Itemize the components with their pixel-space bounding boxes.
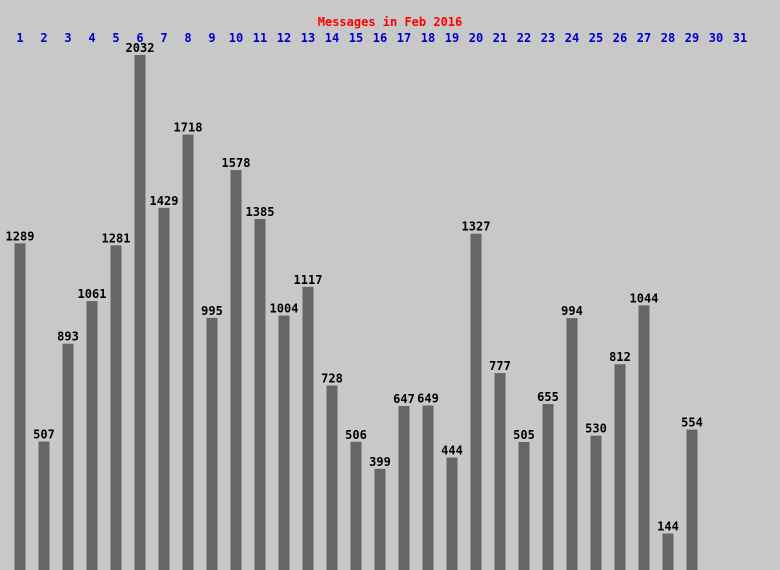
bar-day-24 xyxy=(566,318,578,570)
day-label-16: 16 xyxy=(373,31,387,45)
value-label-day-6: 2032 xyxy=(126,41,155,55)
value-label-day-24: 994 xyxy=(561,304,583,318)
bar-day-5 xyxy=(110,245,122,570)
value-label-day-2: 507 xyxy=(33,428,55,442)
bar-day-9 xyxy=(206,317,218,570)
day-label-17: 17 xyxy=(397,31,411,45)
value-label-day-25: 530 xyxy=(585,422,607,436)
day-label-31: 31 xyxy=(733,31,747,45)
bar-day-19 xyxy=(446,457,458,570)
bar-day-20 xyxy=(470,233,482,570)
bar-day-16 xyxy=(374,468,386,570)
day-label-21: 21 xyxy=(493,31,507,45)
day-label-20: 20 xyxy=(469,31,483,45)
value-label-day-9: 995 xyxy=(201,304,223,318)
chart-title: Messages in Feb 2016 xyxy=(318,15,463,29)
bar-day-17 xyxy=(398,406,410,570)
day-label-18: 18 xyxy=(421,31,435,45)
value-label-day-12: 1004 xyxy=(270,302,299,316)
day-label-10: 10 xyxy=(229,31,243,45)
bar-day-26 xyxy=(614,364,626,570)
bar-day-4 xyxy=(86,301,98,570)
value-label-day-11: 1385 xyxy=(246,205,275,219)
bar-day-18 xyxy=(422,405,434,570)
day-label-25: 25 xyxy=(589,31,603,45)
day-label-22: 22 xyxy=(517,31,531,45)
bar-day-28 xyxy=(662,533,674,570)
day-label-4: 4 xyxy=(88,31,95,45)
bar-day-7 xyxy=(158,207,170,570)
value-label-day-10: 1578 xyxy=(222,156,251,170)
value-label-day-19: 444 xyxy=(441,443,463,457)
bars xyxy=(14,55,698,570)
bar-day-10 xyxy=(230,170,242,570)
bar-day-11 xyxy=(254,218,266,570)
bar-day-2 xyxy=(38,441,50,570)
value-label-day-18: 649 xyxy=(417,392,439,406)
bar-day-22 xyxy=(518,442,530,570)
value-label-day-5: 1281 xyxy=(102,231,131,245)
value-label-day-14: 728 xyxy=(321,371,343,385)
day-label-1: 1 xyxy=(16,31,23,45)
bar-day-15 xyxy=(350,441,362,570)
value-label-day-29: 554 xyxy=(681,416,703,430)
day-label-5: 5 xyxy=(112,31,119,45)
value-label-day-23: 655 xyxy=(537,390,559,404)
bar-day-23 xyxy=(542,403,554,570)
value-label-day-20: 1327 xyxy=(462,220,491,234)
bar-day-14 xyxy=(326,385,338,570)
value-label-day-26: 812 xyxy=(609,350,631,364)
day-label-3: 3 xyxy=(64,31,71,45)
bar-day-29 xyxy=(686,429,698,570)
day-label-15: 15 xyxy=(349,31,363,45)
bar-day-12 xyxy=(278,315,290,570)
day-label-12: 12 xyxy=(277,31,291,45)
value-label-day-7: 1429 xyxy=(150,194,179,208)
value-label-day-1: 1289 xyxy=(6,229,35,243)
day-label-9: 9 xyxy=(208,31,215,45)
value-label-day-8: 1718 xyxy=(174,121,203,135)
day-label-7: 7 xyxy=(160,31,167,45)
value-label-day-15: 506 xyxy=(345,428,367,442)
day-label-2: 2 xyxy=(40,31,47,45)
day-label-11: 11 xyxy=(253,31,267,45)
day-label-8: 8 xyxy=(184,31,191,45)
bar-day-27 xyxy=(638,305,650,570)
value-labels: 1289 507 893 1061 1281 2032 1429 1718 995 1578 138… xyxy=(6,41,703,534)
value-label-day-3: 893 xyxy=(57,330,79,344)
value-label-day-27: 1044 xyxy=(630,291,659,305)
value-label-day-28: 144 xyxy=(657,520,679,534)
bar-day-6 xyxy=(134,55,146,570)
day-labels: 1 2 3 4 5 6 7 8 9 10 11 12 13 14 15 16 17 18 19 20 21 22 23 24 2… xyxy=(16,31,747,45)
day-label-19: 19 xyxy=(445,31,459,45)
day-label-6: 6 xyxy=(136,31,143,45)
bar-day-13 xyxy=(302,286,314,570)
day-label-23: 23 xyxy=(541,31,555,45)
value-label-day-22: 505 xyxy=(513,428,535,442)
bar-day-3 xyxy=(62,343,74,570)
day-label-29: 29 xyxy=(685,31,699,45)
day-label-24: 24 xyxy=(565,31,579,45)
day-label-27: 27 xyxy=(637,31,651,45)
bar-day-21 xyxy=(494,373,506,570)
value-label-day-17: 647 xyxy=(393,392,415,406)
bar-day-25 xyxy=(590,435,602,570)
day-label-14: 14 xyxy=(325,31,339,45)
value-label-day-13: 1117 xyxy=(294,273,323,287)
day-label-30: 30 xyxy=(709,31,723,45)
value-label-day-4: 1061 xyxy=(78,287,107,301)
bar-day-8 xyxy=(182,134,194,570)
value-label-day-16: 399 xyxy=(369,455,391,469)
day-label-28: 28 xyxy=(661,31,675,45)
value-label-day-21: 777 xyxy=(489,359,511,373)
day-label-13: 13 xyxy=(301,31,315,45)
bar-day-1 xyxy=(14,243,26,570)
day-label-26: 26 xyxy=(613,31,627,45)
